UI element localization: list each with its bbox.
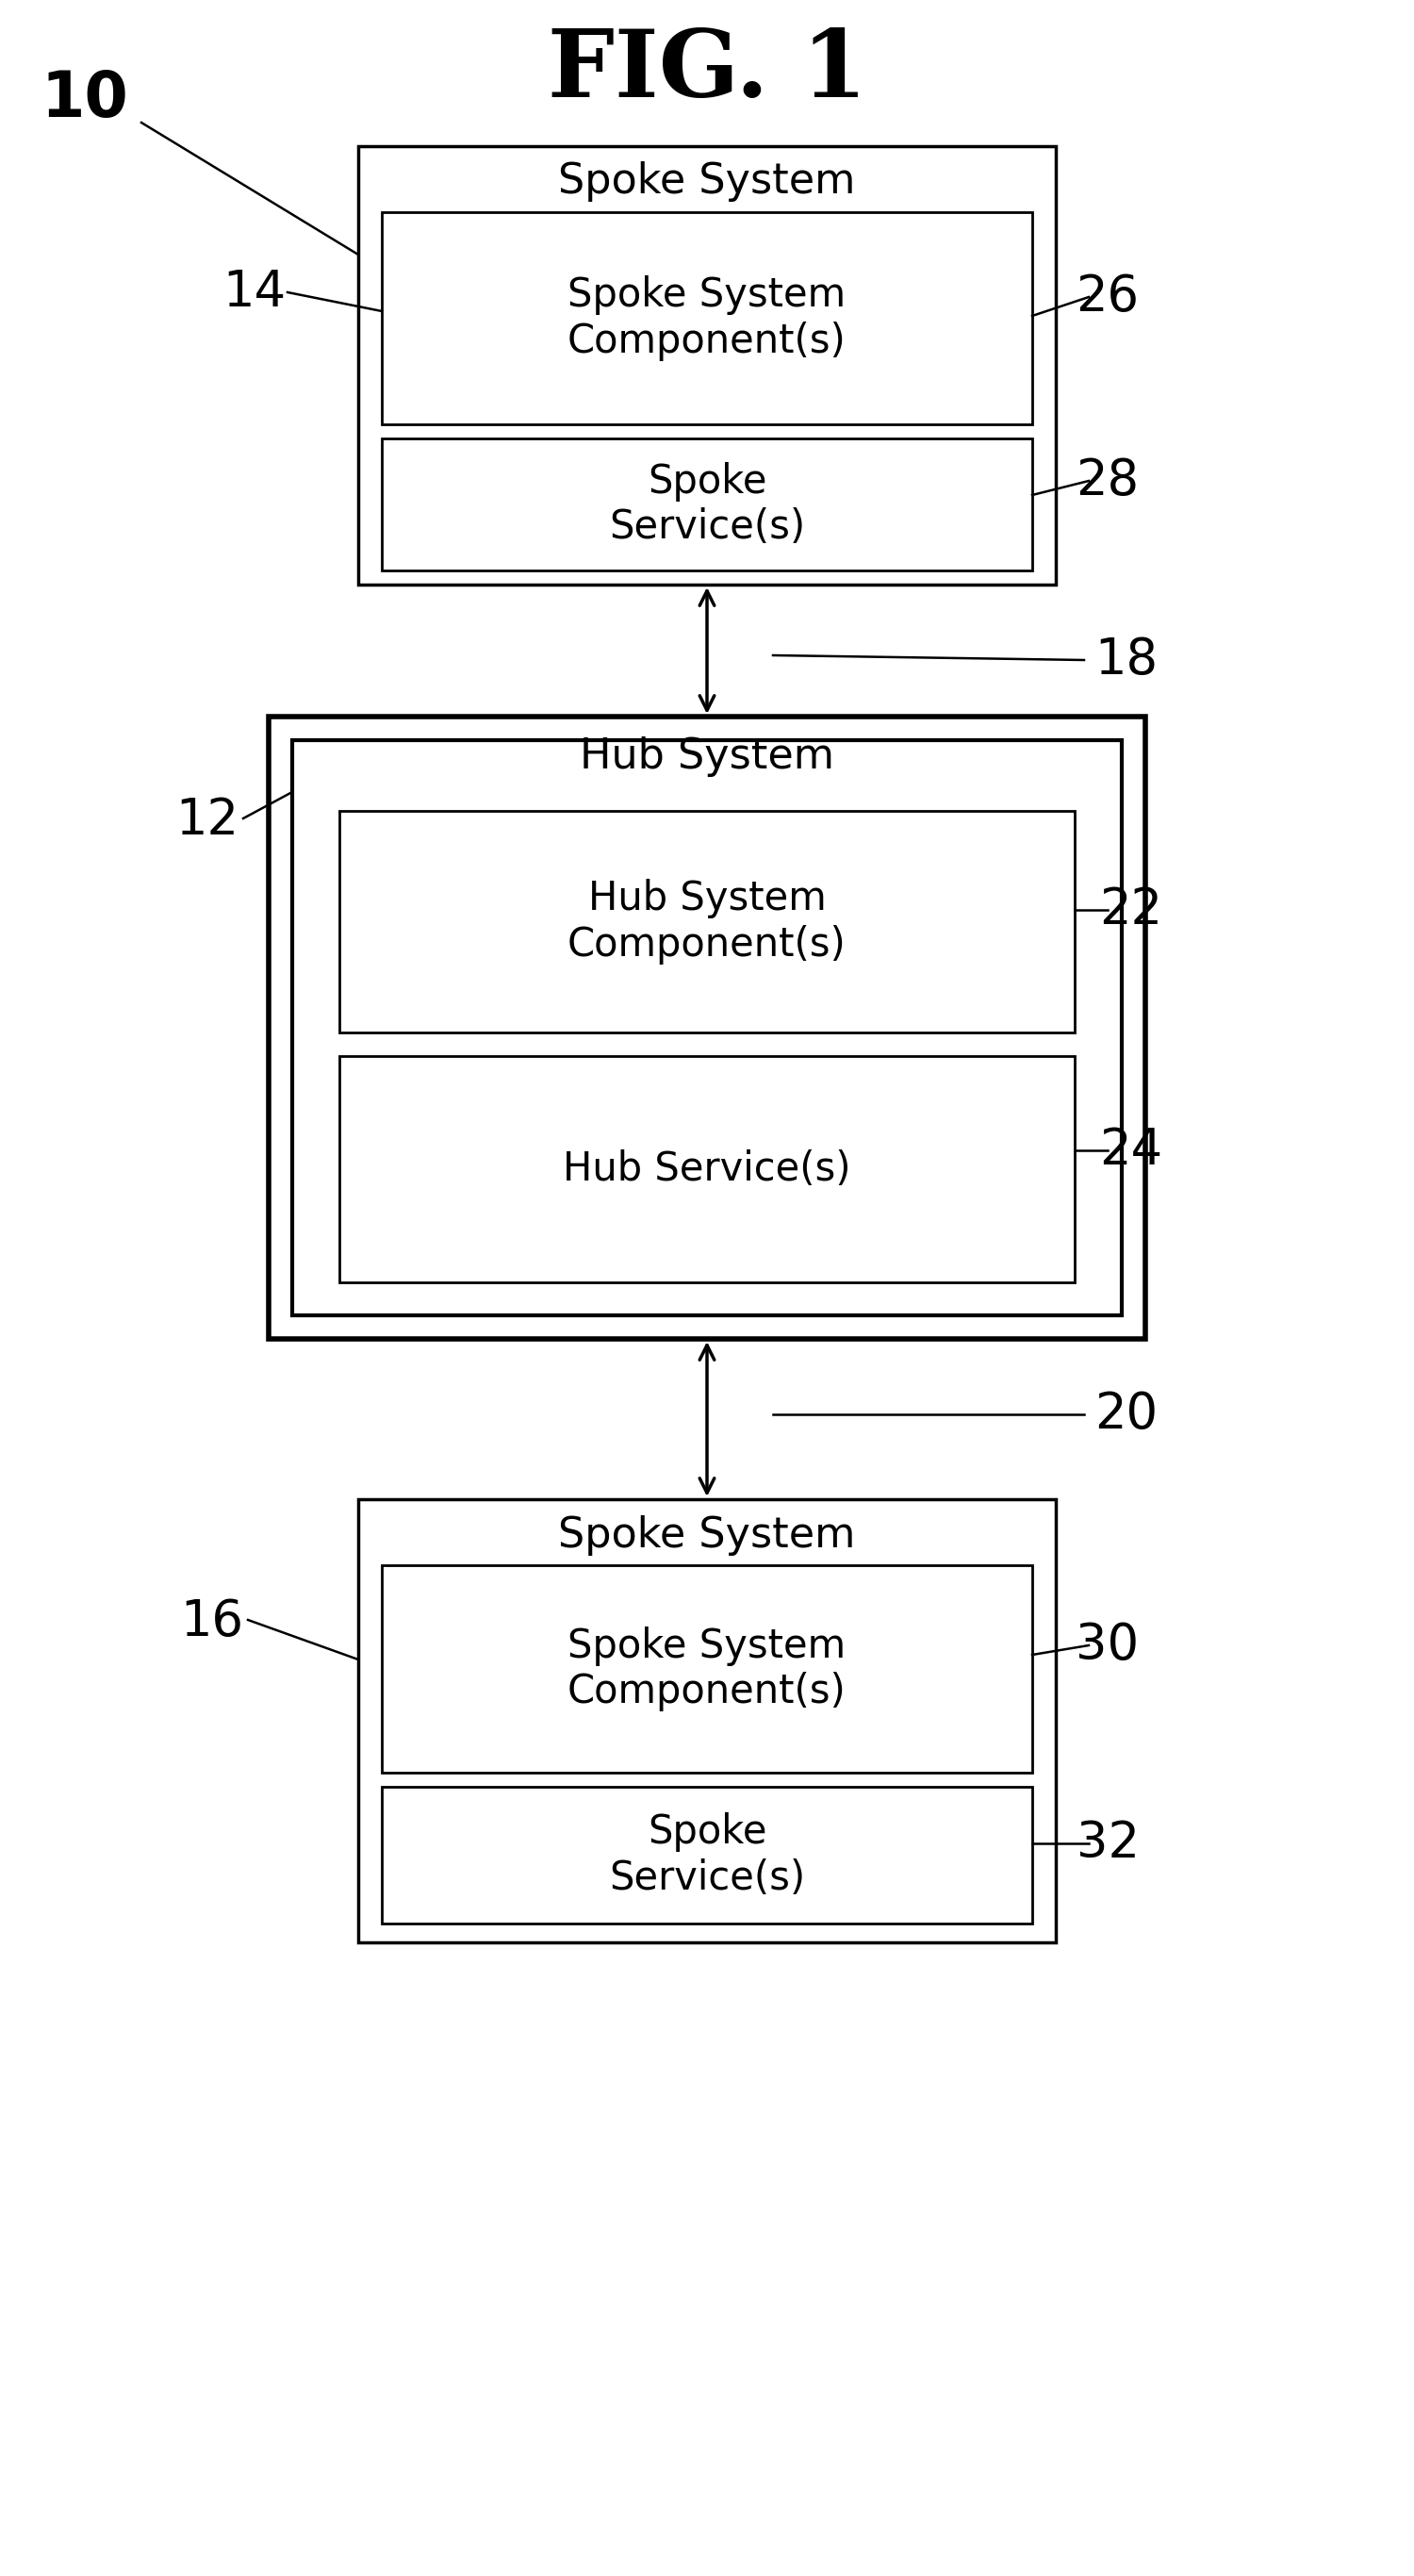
- Text: Hub System
Component(s): Hub System Component(s): [567, 878, 847, 963]
- Bar: [358, 147, 1056, 585]
- Bar: [382, 211, 1032, 425]
- Bar: [382, 438, 1032, 569]
- Text: 28: 28: [1076, 456, 1140, 505]
- Text: Spoke System: Spoke System: [559, 1515, 855, 1556]
- Text: Hub Service(s): Hub Service(s): [563, 1149, 851, 1190]
- Bar: [269, 716, 1145, 1340]
- Text: 18: 18: [1094, 636, 1158, 685]
- Bar: [382, 1566, 1032, 1772]
- Text: 32: 32: [1076, 1819, 1140, 1868]
- Text: 10: 10: [41, 67, 129, 131]
- Text: Spoke
Service(s): Spoke Service(s): [609, 1814, 805, 1899]
- Text: 12: 12: [175, 796, 239, 845]
- Bar: [382, 1788, 1032, 1924]
- Text: 22: 22: [1100, 886, 1162, 935]
- Bar: [339, 1056, 1075, 1283]
- Text: Spoke System: Spoke System: [559, 162, 855, 204]
- Bar: [358, 1499, 1056, 1942]
- Text: 30: 30: [1076, 1620, 1140, 1669]
- Text: 24: 24: [1100, 1126, 1162, 1175]
- Text: 26: 26: [1076, 273, 1140, 322]
- Text: 14: 14: [223, 268, 286, 317]
- Text: 20: 20: [1094, 1391, 1158, 1440]
- Text: 16: 16: [181, 1597, 243, 1646]
- Text: Spoke System
Component(s): Spoke System Component(s): [567, 276, 847, 361]
- Text: Spoke System
Component(s): Spoke System Component(s): [567, 1625, 847, 1710]
- Bar: [339, 811, 1075, 1033]
- Text: Spoke
Service(s): Spoke Service(s): [609, 461, 805, 546]
- Text: FIG. 1: FIG. 1: [547, 26, 867, 116]
- Text: Hub System: Hub System: [580, 737, 834, 775]
- Bar: [293, 739, 1121, 1316]
